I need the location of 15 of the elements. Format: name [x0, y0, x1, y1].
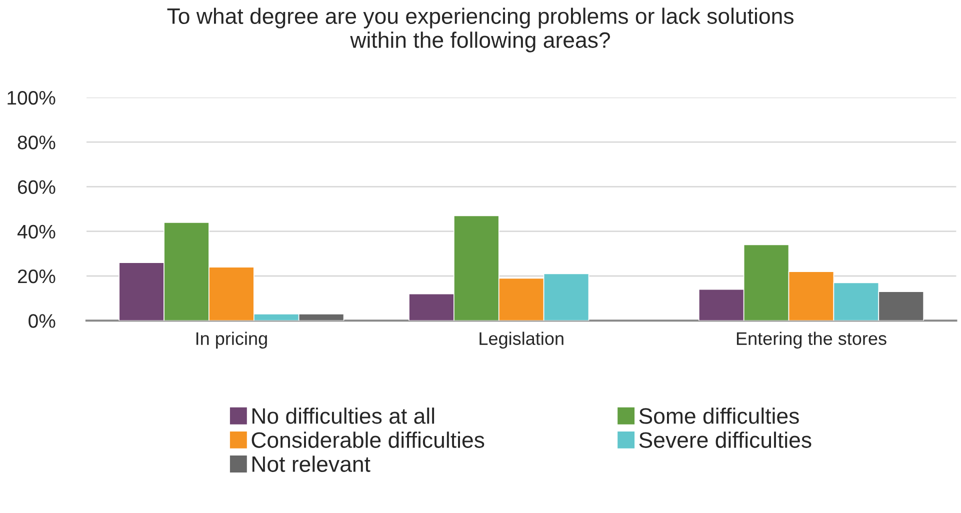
y-tick-label: 20%	[18, 269, 56, 284]
y-tick-label: 100%	[8, 90, 56, 105]
y-tick-label: 40%	[17, 224, 56, 239]
legend-label: Not relevant	[252, 456, 370, 472]
x-tick-label: Legislation	[480, 332, 564, 349]
y-tick-label: 0%	[28, 314, 56, 328]
legend-label: Some difficulties	[639, 408, 799, 424]
legend-label: Considerable difficulties	[252, 432, 484, 448]
legend-label: Severe difficulties	[639, 432, 812, 448]
x-tick-label: Entering the stores	[736, 332, 886, 349]
y-tick-label: 80%	[18, 136, 56, 150]
y-tick-label: 60%	[18, 180, 56, 194]
chart-title: To what degree are you experiencing problems or lack solutions within the following areas?	[167, 8, 794, 52]
x-tick-label: In pricing	[196, 332, 267, 349]
legend-label: No difficulties at all	[252, 408, 434, 424]
